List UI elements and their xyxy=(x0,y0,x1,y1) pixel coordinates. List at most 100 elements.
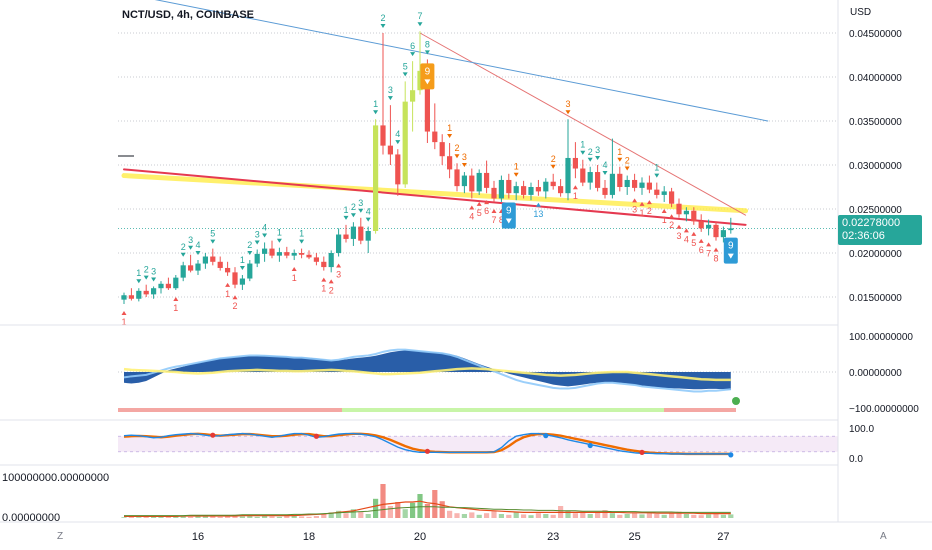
candle-body xyxy=(720,230,726,238)
volume-pane[interactable] xyxy=(121,484,734,518)
td-up-arrow-icon xyxy=(683,228,689,233)
td-count-label: 1 xyxy=(617,147,622,157)
candle-body xyxy=(239,278,245,285)
volume-bar xyxy=(188,516,194,518)
volume-bar xyxy=(698,515,704,518)
time-tick-label: 23 xyxy=(547,531,559,543)
volume-bar xyxy=(306,516,312,518)
volume-tick-label: 0.00000000 xyxy=(2,512,60,524)
candle-body xyxy=(254,253,260,264)
macd-signal-dot xyxy=(732,397,740,405)
volume-bar xyxy=(262,516,268,518)
td-count-label: 1 xyxy=(173,303,178,313)
candle-body xyxy=(617,173,623,187)
td-up-arrow-icon xyxy=(336,263,342,268)
macd-tick-label: 0.00000000 xyxy=(849,368,902,379)
td-setup-badge[interactable] xyxy=(723,237,738,264)
td-count-label: 1 xyxy=(447,123,452,133)
volume-bar xyxy=(321,514,327,518)
td-count-label: 2 xyxy=(454,143,459,153)
volume-bar xyxy=(410,502,416,518)
td-count-label: 6 xyxy=(410,41,415,51)
volume-bar xyxy=(632,513,638,518)
candle-body xyxy=(417,70,423,91)
volume-bar xyxy=(350,509,356,518)
td-count-label: 3 xyxy=(388,85,393,95)
price-tick-label: 0.02000000 xyxy=(849,249,902,260)
td-down-arrow-icon xyxy=(602,170,608,175)
volume-bar xyxy=(447,510,453,518)
td-count-label: 7 xyxy=(491,215,496,225)
td-setup-badge[interactable] xyxy=(501,202,516,229)
trendline-red-support[interactable] xyxy=(123,168,747,226)
trendline-blue-resistance[interactable] xyxy=(124,0,769,122)
candle-body xyxy=(654,189,660,195)
td-up-arrow-icon xyxy=(321,277,327,282)
volume-bar xyxy=(336,510,342,518)
time-tick-label: 16 xyxy=(192,531,204,543)
td-count-label: 4 xyxy=(602,160,607,170)
td-count-label: 2 xyxy=(669,220,674,230)
price-tick-label: 0.02500000 xyxy=(849,205,902,216)
volume-bar xyxy=(313,516,319,518)
td-count-label: 7 xyxy=(706,248,711,258)
candle-body xyxy=(683,210,689,215)
stochastic-rsi-pane[interactable] xyxy=(118,432,838,458)
td-count-label: 1 xyxy=(639,208,644,218)
candle-body xyxy=(432,131,438,143)
volume-bar xyxy=(720,514,726,518)
td-count-label: 2 xyxy=(380,13,385,23)
candle-body xyxy=(476,172,482,192)
td-down-arrow-icon xyxy=(513,172,519,177)
td-up-arrow-icon xyxy=(669,214,675,219)
td-down-arrow-icon xyxy=(254,240,260,245)
volume-bar xyxy=(165,516,171,518)
symbol-title[interactable]: NCT/USD, 4h, COINBASE xyxy=(122,9,255,21)
volume-bar xyxy=(484,513,490,518)
candle-body xyxy=(210,256,216,262)
volume-bar xyxy=(528,515,534,518)
candle-body xyxy=(521,186,527,195)
volume-bar xyxy=(728,514,734,518)
timezone-button[interactable]: Z xyxy=(57,531,64,542)
candle-body xyxy=(572,157,578,169)
volume-ma-long-line xyxy=(124,506,731,517)
price-tick-label: 0.03500000 xyxy=(849,117,902,128)
td-setup-badge-label: 9 xyxy=(425,66,431,77)
price-tick-label: 0.03000000 xyxy=(849,161,902,172)
td-down-arrow-icon xyxy=(276,238,282,243)
td-setup-badge[interactable] xyxy=(420,63,435,90)
volume-bar xyxy=(387,506,393,518)
volume-bar xyxy=(143,516,149,518)
volume-bar xyxy=(291,514,297,518)
macd-pane[interactable] xyxy=(118,348,838,412)
td-up-arrow-icon xyxy=(639,201,645,206)
candle-body xyxy=(632,179,638,188)
volume-bar xyxy=(506,514,512,518)
volume-bar xyxy=(454,513,460,518)
volume-bar xyxy=(136,517,142,518)
volume-bar xyxy=(328,512,334,518)
td-count-label: 3 xyxy=(565,99,570,109)
stoch-peak-dot xyxy=(210,432,216,438)
td-down-arrow-icon xyxy=(550,164,556,169)
td-count-label: 1 xyxy=(277,228,282,238)
td-down-arrow-icon xyxy=(380,24,386,28)
volume-bar xyxy=(395,502,401,518)
td-up-arrow-icon xyxy=(469,205,475,210)
stoch-tick-label: 0.0 xyxy=(849,454,863,465)
td-down-arrow-icon xyxy=(358,208,364,213)
trendline-yellow-support[interactable] xyxy=(121,173,749,214)
auto-scale-button[interactable]: A xyxy=(880,531,887,542)
candle-body xyxy=(173,277,179,289)
trendline-red-resistance[interactable] xyxy=(419,32,747,216)
td-down-arrow-icon xyxy=(247,251,253,256)
candle-body xyxy=(713,224,719,238)
volume-bar xyxy=(461,514,467,518)
volume-bar xyxy=(676,511,682,518)
volume-bar xyxy=(180,516,186,518)
volume-bar xyxy=(424,504,430,518)
candle-body xyxy=(624,179,630,187)
